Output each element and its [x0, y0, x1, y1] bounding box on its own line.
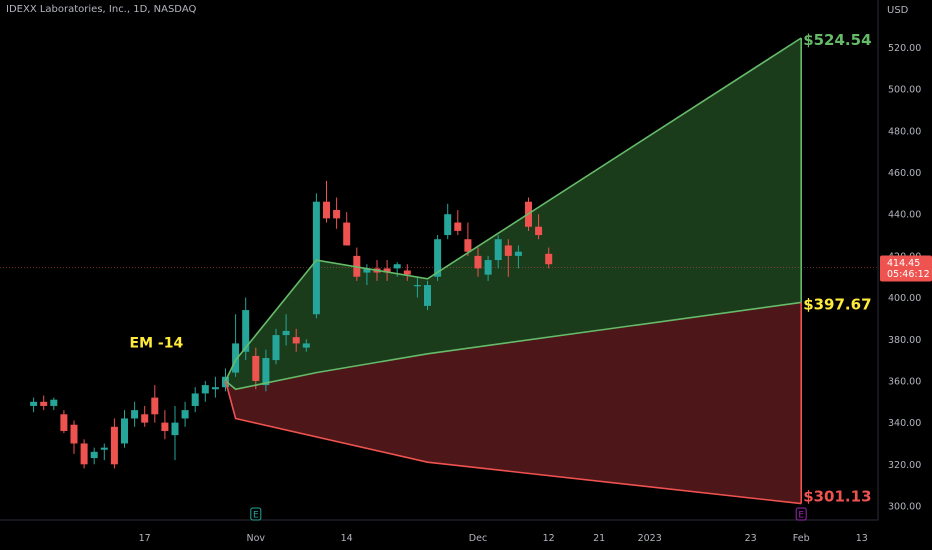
candle-body[interactable]: [70, 424, 78, 444]
currency-label: USD: [887, 5, 909, 16]
candle-body[interactable]: [444, 214, 452, 236]
candle-body[interactable]: [272, 335, 280, 361]
time-tick-label: 21: [593, 533, 605, 544]
candle-body[interactable]: [90, 451, 98, 459]
price-tick-label: 360.00: [888, 376, 921, 387]
expected-move-lower-line: [224, 380, 802, 505]
candle-body[interactable]: [333, 210, 341, 219]
candle-body[interactable]: [464, 239, 472, 252]
time-tick-label: 17: [139, 533, 151, 544]
candle-body[interactable]: [343, 222, 351, 246]
candle-body[interactable]: [181, 410, 189, 419]
candle-body[interactable]: [161, 422, 169, 431]
upper-target-label: $524.54: [803, 31, 871, 49]
candle-body[interactable]: [40, 401, 48, 406]
candle-body[interactable]: [100, 447, 108, 450]
candle-body[interactable]: [403, 270, 411, 275]
expected-move-lower-area: [225, 302, 802, 504]
candle-body[interactable]: [323, 201, 330, 219]
candle-body[interactable]: [393, 264, 401, 269]
time-tick-label: Nov: [247, 533, 266, 544]
time-tick-label: 23: [745, 533, 757, 544]
price-tick-label: 300.00: [888, 502, 921, 513]
candle-body[interactable]: [514, 251, 522, 256]
middle-target-label: $397.67: [803, 295, 871, 313]
candle-body[interactable]: [474, 255, 482, 269]
candle-body[interactable]: [201, 385, 209, 394]
time-tick-label: Dec: [469, 533, 487, 544]
candle-body[interactable]: [282, 330, 290, 336]
earnings-marker[interactable]: [250, 507, 262, 521]
candle-body[interactable]: [545, 253, 553, 265]
expected-move-upper-area: [225, 38, 802, 390]
time-tick-label: 14: [341, 533, 353, 544]
candle-body[interactable]: [232, 343, 240, 373]
candle-body[interactable]: [121, 418, 128, 444]
candle-body[interactable]: [434, 239, 442, 277]
bar-countdown: 05:46:12: [887, 269, 930, 280]
candle-body[interactable]: [504, 245, 512, 256]
candle-body[interactable]: [211, 387, 219, 390]
candle-body[interactable]: [131, 410, 139, 419]
candle-body[interactable]: [60, 414, 68, 431]
candle-body[interactable]: [484, 260, 492, 275]
candle-body[interactable]: [413, 285, 421, 287]
candle-body[interactable]: [302, 343, 310, 348]
current-price-value: 414.45: [887, 258, 920, 269]
expected-move-upper-line: [224, 37, 802, 382]
lower-target-label: $301.13: [803, 488, 871, 506]
candle-body[interactable]: [151, 397, 159, 415]
price-tick-label: 440.00: [888, 210, 921, 221]
candle-body[interactable]: [494, 239, 502, 261]
earnings-marker-letter: E: [253, 511, 259, 521]
price-tick-label: 480.00: [888, 126, 921, 137]
time-tick-label: 12: [543, 533, 555, 544]
candle-body[interactable]: [383, 268, 391, 273]
price-tick-label: 520.00: [888, 43, 921, 54]
candle-body[interactable]: [363, 268, 371, 273]
candle-body[interactable]: [424, 285, 431, 306]
price-tick-label: 500.00: [888, 85, 921, 96]
candle-body[interactable]: [262, 358, 270, 386]
em-label: EM -14: [130, 336, 184, 352]
time-tick-label: Feb: [793, 533, 810, 544]
candle-body[interactable]: [30, 401, 38, 406]
candle-body[interactable]: [50, 399, 58, 406]
time-tick-label: 13: [856, 533, 868, 544]
candle-body[interactable]: [110, 426, 118, 465]
candle-body[interactable]: [252, 355, 260, 381]
candle-body[interactable]: [454, 222, 462, 231]
time-tick-label: 2023: [638, 533, 662, 544]
price-tick-label: 460.00: [888, 168, 921, 179]
candle-body[interactable]: [292, 337, 300, 344]
candle-body[interactable]: [80, 443, 88, 465]
candle-body[interactable]: [191, 393, 199, 406]
current-price-badge: [880, 255, 932, 282]
price-tick-label: 340.00: [888, 418, 921, 429]
candle-body[interactable]: [141, 414, 149, 423]
price-tick-label: 400.00: [888, 293, 921, 304]
expected-move-middle-line: [224, 301, 802, 391]
candle-body[interactable]: [535, 226, 543, 236]
earnings-marker-letter: E: [798, 511, 804, 521]
candle-body[interactable]: [171, 422, 179, 436]
candle-body[interactable]: [242, 310, 250, 352]
price-tick-label: 320.00: [888, 460, 921, 471]
candle-body[interactable]: [312, 201, 320, 315]
price-tick-label: 380.00: [888, 335, 921, 346]
earnings-marker[interactable]: [795, 507, 807, 521]
symbol-header: IDEXX Laboratories, Inc., 1D, NASDAQ: [6, 4, 197, 15]
